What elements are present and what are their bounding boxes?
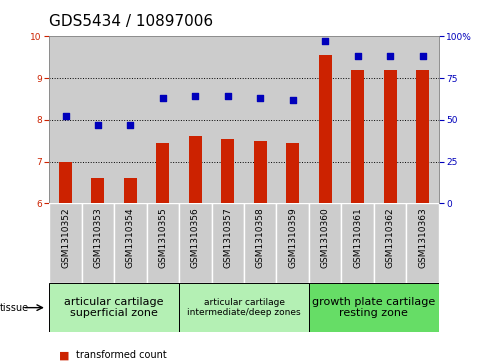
Text: GSM1310361: GSM1310361 xyxy=(353,207,362,268)
Bar xyxy=(211,36,244,203)
Bar xyxy=(211,203,244,283)
Point xyxy=(127,122,135,128)
Point xyxy=(191,94,199,99)
Bar xyxy=(59,162,72,203)
Point xyxy=(224,94,232,99)
Bar xyxy=(146,36,179,203)
Text: GSM1310352: GSM1310352 xyxy=(61,207,70,268)
Bar xyxy=(92,178,105,203)
Bar xyxy=(374,36,406,203)
Bar xyxy=(82,203,114,283)
Bar xyxy=(114,203,147,283)
Text: GDS5434 / 10897006: GDS5434 / 10897006 xyxy=(49,14,213,29)
Bar xyxy=(277,203,309,283)
Bar xyxy=(189,136,202,203)
Bar xyxy=(277,36,309,203)
Text: articular cartilage
intermediate/deep zones: articular cartilage intermediate/deep zo… xyxy=(187,298,301,317)
Text: GSM1310358: GSM1310358 xyxy=(256,207,265,268)
Bar xyxy=(221,139,234,203)
Bar xyxy=(49,203,82,283)
Bar xyxy=(179,36,211,203)
Bar xyxy=(318,55,332,203)
Bar xyxy=(286,143,299,203)
Bar xyxy=(416,70,429,203)
Text: articular cartilage
superficial zone: articular cartilage superficial zone xyxy=(65,297,164,318)
Bar xyxy=(341,203,374,283)
Point xyxy=(94,122,102,128)
Bar xyxy=(374,203,406,283)
Point xyxy=(289,97,297,103)
Point xyxy=(419,53,426,59)
Text: GSM1310363: GSM1310363 xyxy=(418,207,427,268)
Point xyxy=(386,53,394,59)
Bar xyxy=(156,143,170,203)
Bar xyxy=(406,203,439,283)
Text: tissue: tissue xyxy=(0,303,29,313)
Text: GSM1310360: GSM1310360 xyxy=(320,207,330,268)
Text: GSM1310355: GSM1310355 xyxy=(158,207,168,268)
Bar xyxy=(351,70,364,203)
Bar xyxy=(147,203,179,283)
Bar xyxy=(114,36,147,203)
Text: growth plate cartilage
resting zone: growth plate cartilage resting zone xyxy=(312,297,435,318)
Point xyxy=(353,53,361,59)
Bar xyxy=(124,178,137,203)
Text: ■: ■ xyxy=(59,350,70,360)
Bar xyxy=(244,203,277,283)
Text: GSM1310362: GSM1310362 xyxy=(386,207,394,268)
Point xyxy=(62,114,70,119)
Bar xyxy=(49,283,179,332)
Text: GSM1310357: GSM1310357 xyxy=(223,207,232,268)
Bar xyxy=(341,36,374,203)
Bar xyxy=(179,203,211,283)
Bar xyxy=(309,203,341,283)
Bar xyxy=(49,36,82,203)
Point xyxy=(256,95,264,101)
Bar xyxy=(309,36,341,203)
Text: GSM1310354: GSM1310354 xyxy=(126,207,135,268)
Bar xyxy=(384,70,396,203)
Bar xyxy=(406,36,439,203)
Bar xyxy=(309,283,439,332)
Point xyxy=(321,38,329,44)
Bar xyxy=(82,36,114,203)
Text: GSM1310353: GSM1310353 xyxy=(94,207,103,268)
Point xyxy=(159,95,167,101)
Text: GSM1310356: GSM1310356 xyxy=(191,207,200,268)
Text: transformed count: transformed count xyxy=(76,350,167,360)
Bar xyxy=(179,283,309,332)
Text: GSM1310359: GSM1310359 xyxy=(288,207,297,268)
Bar xyxy=(254,141,267,203)
Bar xyxy=(244,36,277,203)
